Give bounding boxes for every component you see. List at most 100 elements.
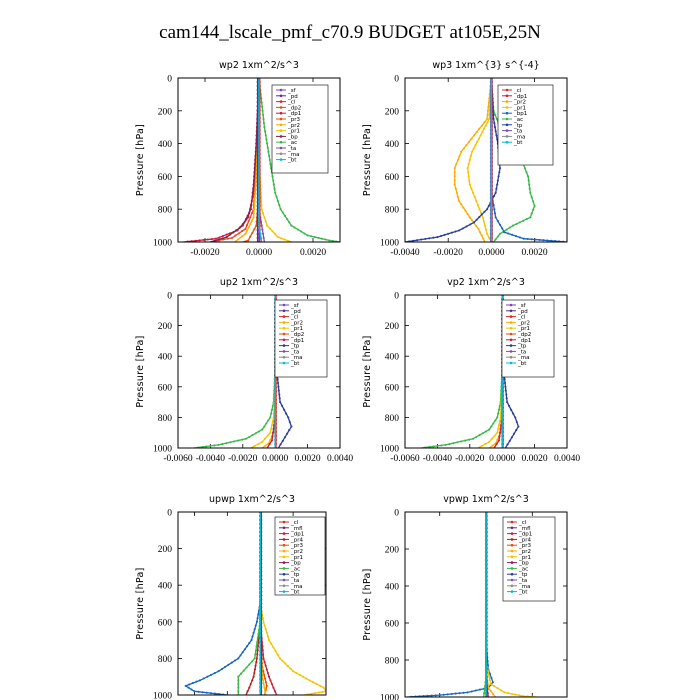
series-marker-pr2 (482, 237, 485, 240)
series-marker-bt (484, 575, 488, 578)
series-marker-bp (248, 211, 251, 214)
series-marker-dp1 (205, 445, 208, 448)
series-marker-pr1 (274, 650, 277, 653)
y-tick-label: 1000 (380, 445, 399, 455)
series-marker-ac (532, 200, 535, 203)
series-marker-ac (267, 150, 270, 153)
series-marker-dp2 (247, 219, 250, 223)
legend-label: _mfl (518, 526, 531, 532)
series-marker-pr1 (470, 187, 473, 190)
series-marker-bt (259, 618, 262, 621)
series-marker-pr1 (472, 147, 475, 150)
series-marker-dp1 (448, 443, 451, 446)
legend-marker-mfl (510, 526, 514, 530)
series-marker-dp1 (241, 438, 244, 441)
series-marker-bt (490, 152, 493, 156)
series-marker-bt (490, 88, 493, 92)
series-marker-tp (255, 620, 258, 623)
series-marker-pr1 (276, 236, 279, 239)
series-marker-bt (484, 607, 488, 610)
series-marker-dp1 (225, 442, 228, 445)
series-marker-bt (274, 414, 277, 417)
y-tick-label: 0 (394, 75, 399, 85)
series-marker-dp1 (202, 238, 205, 241)
legend-marker-cl (279, 100, 283, 103)
y-tick-label: 800 (158, 206, 173, 216)
series-marker-pr1 (468, 158, 471, 162)
series-marker-pr2 (460, 150, 463, 153)
series-marker-bt (501, 438, 504, 441)
legend-label: _ma (290, 584, 302, 590)
series-marker-bt (490, 204, 493, 208)
x-tick-label: 0.0040 (327, 454, 353, 464)
series-marker-pr2 (263, 686, 266, 689)
series-marker-pr1 (478, 208, 481, 211)
series-marker-bt (259, 654, 262, 657)
series-marker-pr1 (484, 442, 487, 445)
legend-marker-mfl (282, 526, 286, 530)
legend-label: _pd (517, 309, 528, 315)
series-marker-tp (503, 381, 507, 385)
legend-marker-ma (279, 152, 283, 156)
legend-marker-ma (282, 355, 286, 359)
series-marker-bt (274, 426, 277, 429)
series-marker-tp (504, 389, 507, 392)
series-marker-tp (494, 191, 497, 194)
series-marker-ta (261, 232, 265, 235)
series-marker-ac (293, 226, 296, 229)
series-marker-bt (259, 546, 262, 549)
x-tick-label: 0.0020 (522, 248, 548, 258)
series-marker-pr2 (253, 199, 256, 203)
series-marker-pr2 (254, 179, 258, 182)
series-marker-pr2 (254, 183, 257, 186)
series-marker-tp (506, 443, 509, 446)
x-tick-label: -0.0020 (434, 248, 464, 258)
series-marker-dp2 (270, 439, 274, 442)
series-marker-tp (512, 412, 515, 415)
series-marker-pr2 (237, 238, 240, 241)
series-marker-tp (491, 681, 494, 684)
series-marker-bt (259, 658, 262, 661)
series-marker-bt (490, 212, 493, 216)
x-tick-label: 0.0020 (295, 454, 321, 464)
series-marker-ac (278, 204, 281, 207)
legend-marker-ta (510, 578, 514, 582)
series-marker-pr1 (486, 232, 489, 235)
series-marker-tp (447, 232, 450, 235)
series-marker-bt (259, 582, 262, 585)
series-marker-bt (490, 208, 493, 212)
series-marker-dp1 (214, 237, 217, 240)
series-group (183, 78, 340, 242)
series-marker-bt (484, 543, 488, 546)
y-tick-label: 1000 (153, 692, 172, 700)
series-marker-dp2 (226, 237, 229, 240)
legend-label: _cl (287, 100, 296, 106)
legend-marker-pr2 (505, 100, 509, 103)
series-marker-ta (260, 224, 263, 227)
series-marker-dp1 (233, 440, 236, 443)
series-marker-pr1 (482, 220, 485, 223)
series-marker-bp1 (511, 233, 514, 236)
series-marker-pr3 (253, 228, 256, 231)
series-marker-bt (490, 148, 493, 152)
series-marker-dp2 (249, 216, 252, 219)
series-marker-bp (253, 171, 256, 174)
panel-title: up2 1xm^2/s^3 (220, 277, 298, 288)
series-marker-ac (274, 191, 277, 194)
legend-marker-ta (279, 146, 283, 150)
series-marker-pr4 (246, 690, 249, 693)
series-marker-bp (251, 195, 254, 198)
series-marker-ac (279, 208, 282, 211)
y-tick-label: 0 (167, 75, 172, 85)
series-marker-tp (443, 233, 446, 236)
y-tick-label: 0 (167, 292, 172, 302)
legend-label: _dp1 (290, 338, 304, 344)
series-marker-bp1 (498, 223, 502, 226)
series-marker-ac (494, 113, 497, 116)
series-marker-bt (274, 442, 277, 446)
series-marker-tp (490, 676, 493, 679)
series-marker-dp2 (497, 439, 501, 442)
series-marker-tp (514, 416, 517, 419)
legend: _cl_dp1_pr2_pr1_bp1_ac_tp_ta_ma_bt (497, 84, 554, 166)
series-marker-bp (228, 233, 231, 236)
